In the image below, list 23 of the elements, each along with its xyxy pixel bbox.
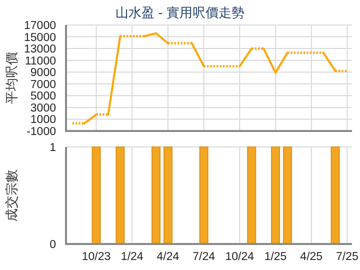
x-tick-label: 1/25	[264, 251, 287, 263]
y-tick-label: 9000	[30, 67, 56, 80]
y-tick-label: 1000	[30, 114, 56, 126]
x-tick-label: 4/24	[156, 251, 180, 263]
x-tick-label: 1/24	[120, 251, 144, 263]
x-tick-label: 10/23	[82, 251, 111, 263]
y-tick-label: 1	[50, 142, 56, 154]
x-tick-label: 7/25	[336, 251, 358, 263]
y-tick-label: -1000	[26, 126, 56, 138]
x-tick-label: 4/25	[300, 251, 323, 263]
y-tick-label: 3000	[30, 102, 56, 114]
y-axis-title: 成交宗數	[4, 170, 19, 222]
y-tick-label: 13000	[24, 44, 56, 56]
y-tick-label: 17000	[24, 20, 56, 32]
y-axis-title: 平均呎價	[4, 52, 19, 104]
y-tick-label: 5000	[30, 90, 56, 103]
chart-title: 山水盈 - 實用呎價走勢	[116, 5, 244, 20]
y-tick-label: 15000	[24, 32, 56, 44]
x-tick-label: 10/24	[225, 251, 255, 263]
y-tick-label: 0	[50, 239, 56, 251]
y-tick-label: 7000	[30, 78, 56, 91]
x-tick-label: 7/24	[192, 251, 216, 263]
y-tick-label: 11000	[24, 55, 56, 68]
